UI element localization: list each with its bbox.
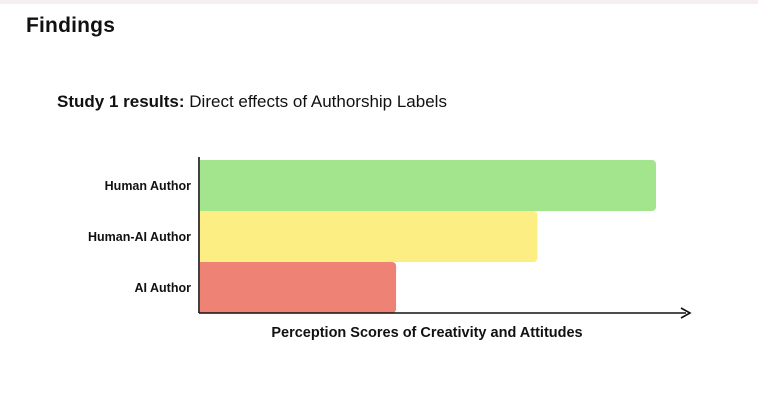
bar-human-author [200,160,656,211]
chart-title: Study 1 results: Direct effects of Autho… [57,92,447,112]
x-axis-label: Perception Scores of Creativity and Atti… [271,325,582,341]
top-strip [0,0,758,4]
x-axis-arrow-icon [680,307,692,319]
bar-ai-author [200,262,397,313]
bar-edge-human-ai-author [200,211,206,262]
category-label-human-author: Human Author [105,179,191,193]
category-label-human-ai-author: Human-AI Author [88,230,191,244]
chart-title-rest: Direct effects of Authorship Labels [189,92,447,111]
category-label-ai-author: AI Author [135,281,192,295]
chart-title-bold: Study 1 results: [57,92,185,111]
bar-edge-ai-author [200,262,206,313]
bar-edge-human-author [200,160,206,211]
bar-human-ai-author [200,211,538,262]
section-title: Findings [26,14,116,37]
